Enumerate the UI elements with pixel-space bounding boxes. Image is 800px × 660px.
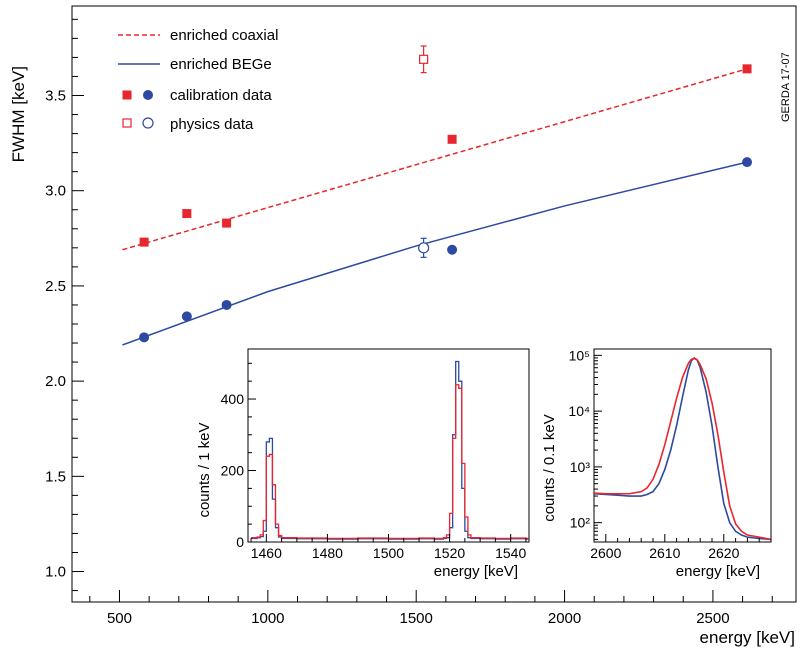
inset1-x-axis-label: energy [keV]: [434, 563, 518, 580]
inset-log: 2600 2610 2620 10² 10³ 10⁴ 10⁵ counts / 0.1 ke…: [538, 340, 782, 586]
inset1-x-tick-label: 1460: [251, 545, 282, 561]
bege-calibration-point: [139, 332, 150, 343]
y-tick-label: 1.5: [45, 468, 66, 485]
inset2-y-tick-label: 10⁴: [568, 403, 590, 419]
coaxial-calibration-point: [182, 209, 192, 219]
legend: enriched coaxial enriched BEGe calibrati…: [118, 27, 278, 133]
legend-label-calibration: calibration data: [170, 87, 272, 104]
inset2-y-tick-label: 10³: [570, 459, 591, 475]
inset1-y-tick-label: 400: [221, 391, 245, 407]
inset1-y-tick-label: 200: [221, 463, 245, 479]
inset2-x-tick-label: 2620: [708, 545, 739, 561]
legend-entry-coaxial: enriched coaxial: [118, 27, 278, 44]
inset1-x-tick-label: 1480: [312, 545, 343, 561]
y-tick-label: 2.0: [45, 373, 66, 390]
bege-fit-line: [122, 161, 748, 346]
inset1-x-tick-label: 1520: [434, 545, 465, 561]
y-tick-label: 3.5: [45, 87, 66, 104]
x-tick-label: 1000: [251, 610, 284, 627]
main-series: [122, 45, 753, 346]
legend-label-physics: physics data: [170, 116, 254, 133]
coaxial-calibration-point: [447, 134, 457, 144]
inset2-x-axis-label: energy [keV]: [676, 563, 760, 580]
x-tick-label: 2000: [548, 610, 581, 627]
legend-open-circle-marker: [142, 117, 154, 129]
inset2-ticks: 2600 2610 2620 10² 10³ 10⁴ 10⁵: [568, 347, 772, 561]
legend-label-bege: enriched BEGe: [170, 56, 272, 73]
inset2-x-tick-label: 2600: [590, 545, 621, 561]
main-x-axis-label: energy [keV]: [700, 628, 795, 647]
x-tick-label: 2500: [696, 610, 729, 627]
x-tick-label: 1500: [400, 610, 433, 627]
inset1-y-axis-label: counts / 1 keV: [196, 422, 213, 517]
x-tick-label: 500: [107, 610, 132, 627]
gerda-stamp: GERDA 17-07: [780, 52, 792, 122]
inset2-y-tick-label: 10²: [570, 515, 591, 531]
inset2-series: [593, 356, 772, 541]
inset1-x-tick-label: 1540: [495, 545, 526, 561]
bege-calibration-point: [447, 244, 458, 255]
inset2-x-tick-label: 2610: [649, 545, 680, 561]
bege-calibration-point: [742, 157, 753, 168]
inset1-ticks: 1460 1480 1500 1520 1540 0 200 400: [221, 362, 526, 561]
main-y-axis-label: FWHM [keV]: [9, 66, 28, 162]
bege-calibration-point: [221, 299, 232, 310]
legend-filled-circle-marker: [143, 90, 153, 100]
coaxial-physics-point: [419, 54, 429, 64]
legend-entry-bege: enriched BEGe: [118, 56, 272, 73]
inset2-y-tick-label: 10⁵: [569, 347, 590, 363]
bege-physics-point: [418, 242, 430, 254]
main-plot-frame: [71, 5, 797, 603]
y-tick-label: 2.5: [45, 278, 66, 295]
y-tick-label: 3.0: [45, 183, 66, 200]
y-tick-label: 1.0: [45, 564, 66, 581]
inset2-y-axis-label: counts / 0.1 keV: [541, 414, 558, 522]
coaxial-calibration-point: [742, 64, 752, 74]
inset1-y-tick-label: 0: [236, 534, 244, 550]
legend-open-square-marker: [122, 118, 132, 128]
inset2-coaxial-spectrum: [593, 357, 772, 541]
inset1-x-tick-label: 1500: [373, 545, 404, 561]
legend-label-coaxial: enriched coaxial: [170, 27, 278, 44]
legend-entry-calibration: calibration data: [122, 87, 272, 104]
inset2-bege-spectrum: [593, 356, 772, 541]
bege-calibration-point: [181, 311, 192, 322]
legend-filled-square-marker: [122, 90, 132, 100]
coaxial-calibration-point: [139, 237, 149, 247]
coaxial-calibration-point: [222, 218, 232, 228]
inset-peaks: 1460 1480 1500 1520 1540 0 200 400 counts / 1 k…: [188, 340, 538, 580]
inset2-plot-frame: [593, 348, 772, 543]
legend-entry-physics: physics data: [122, 116, 254, 133]
